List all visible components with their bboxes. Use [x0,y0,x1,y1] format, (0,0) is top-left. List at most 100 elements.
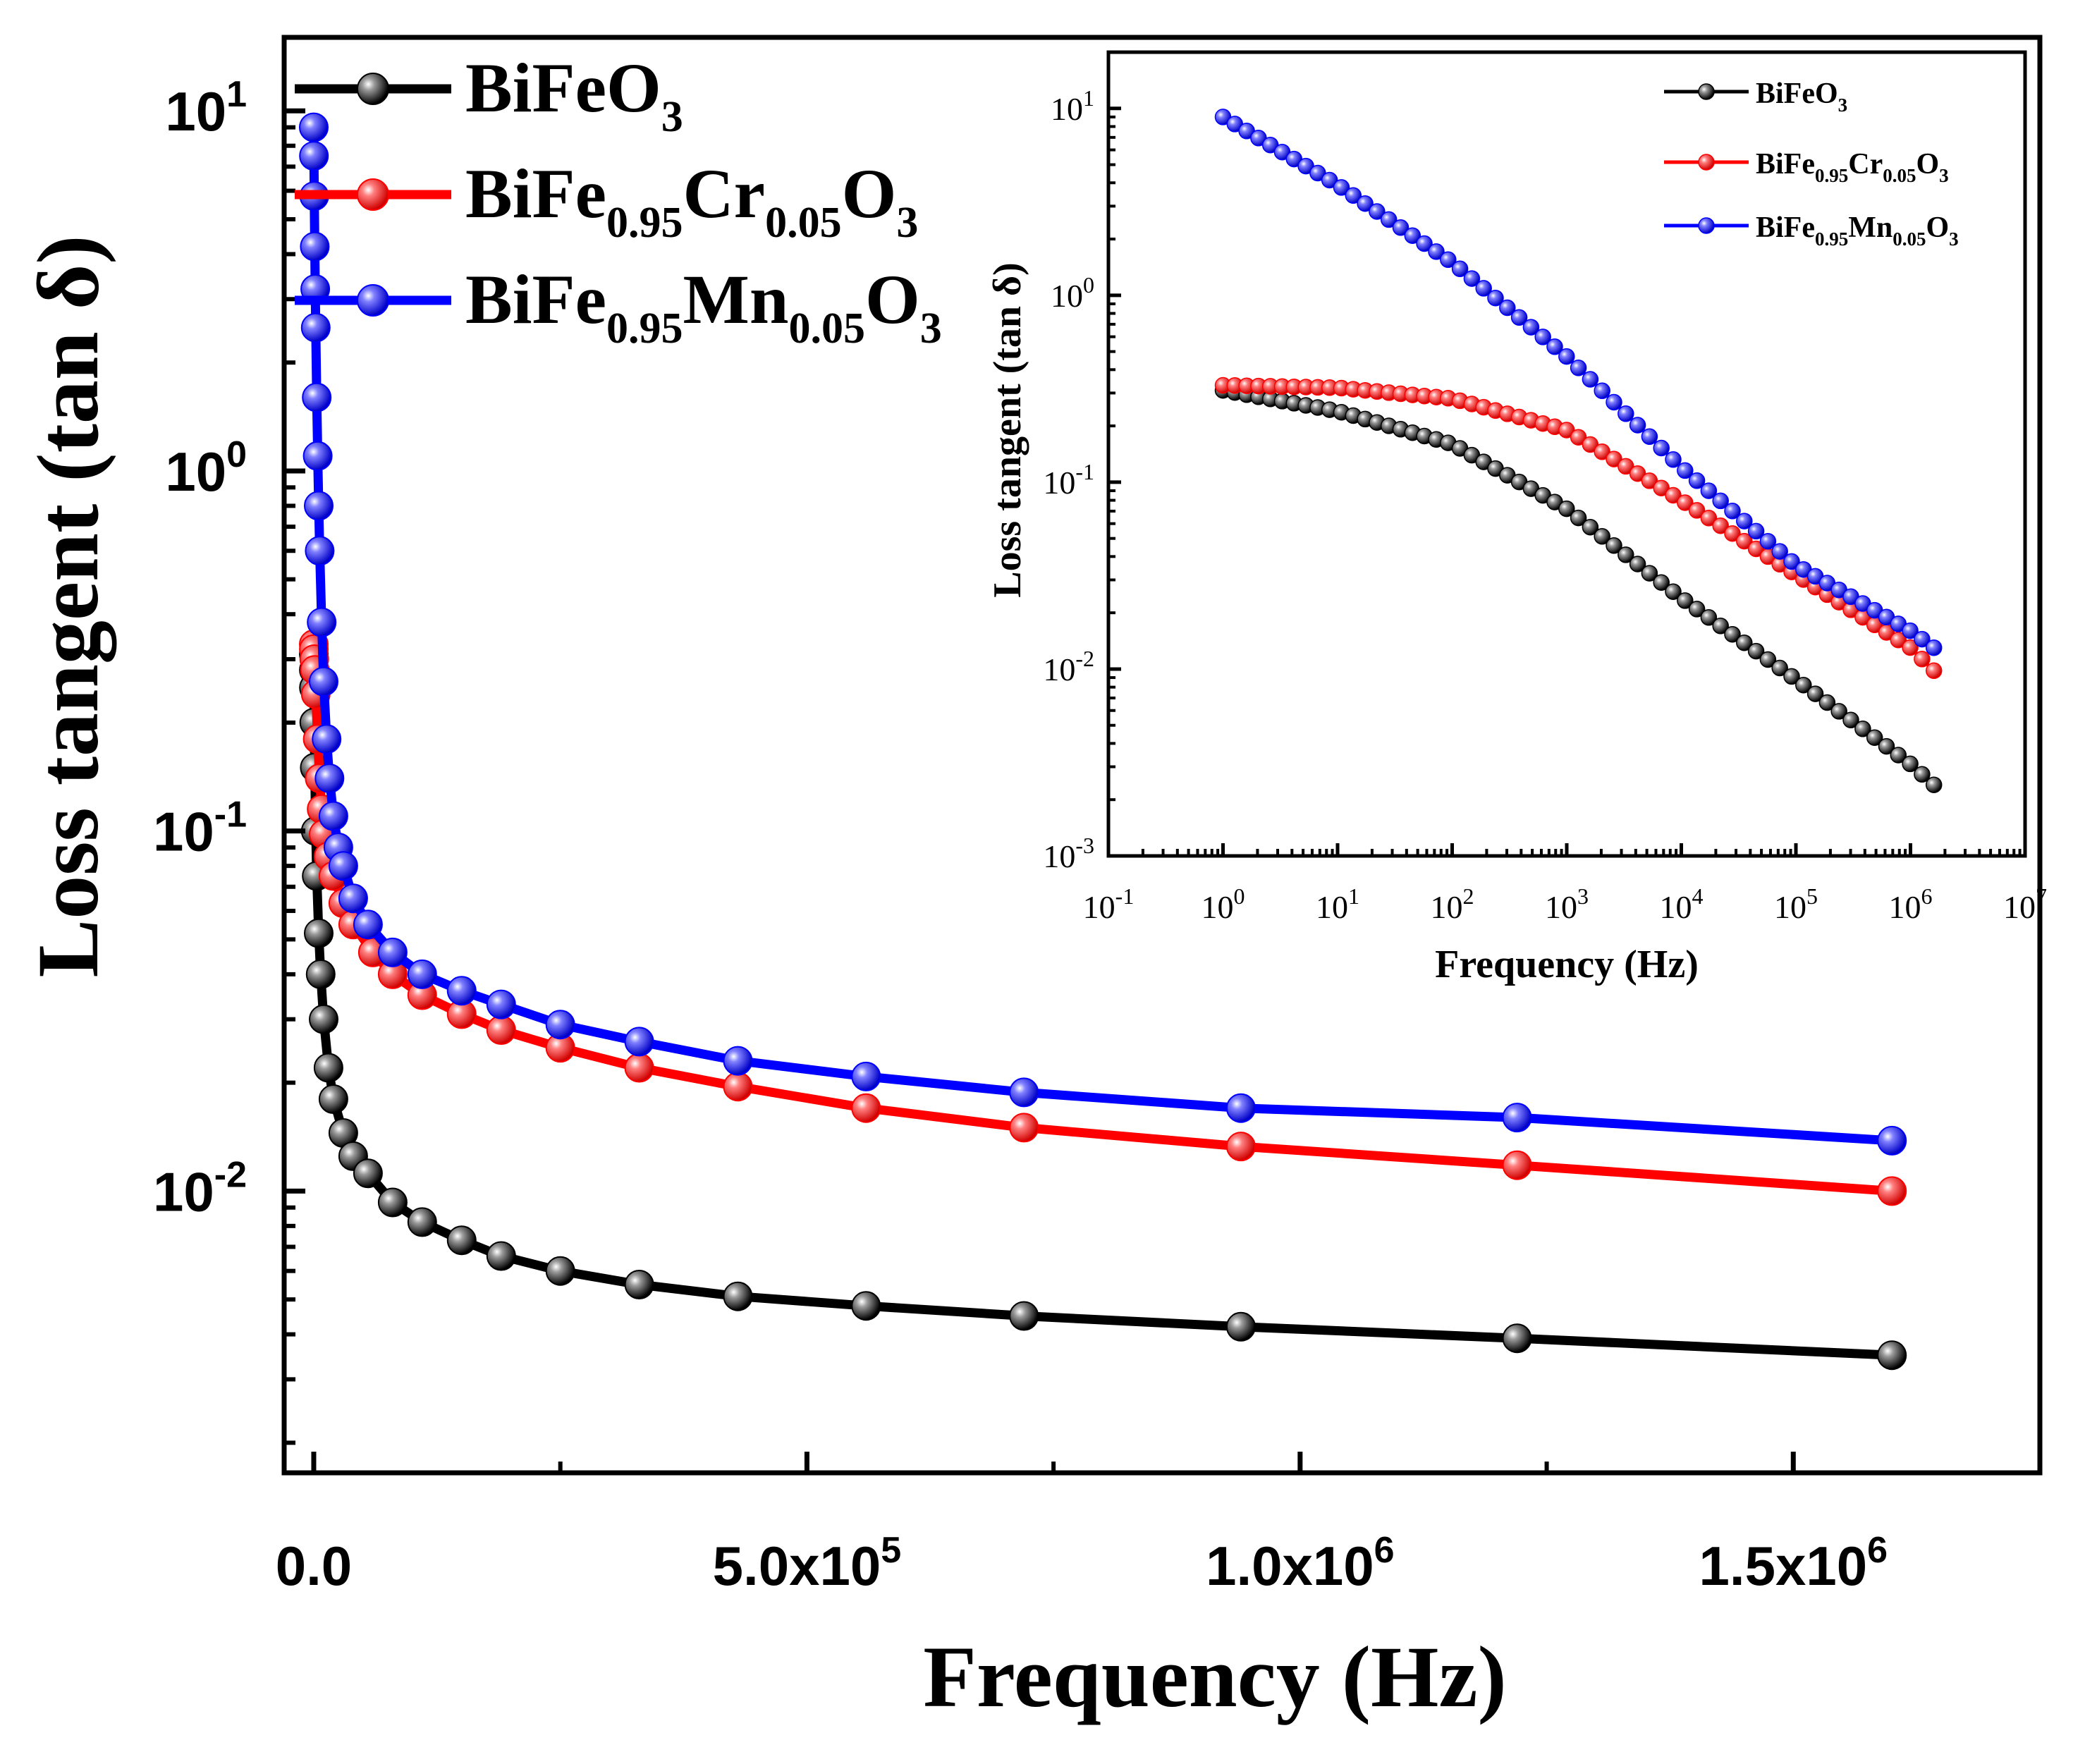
inset-marker-BiFeO3 [1914,766,1931,783]
inset-marker-BiFe095Mn005O3 [1558,348,1575,365]
inset-marker-BiFeO3 [1688,601,1706,618]
inset-x-tick-label: 105 [1774,883,1818,925]
main-x-tick-label: 0.0 [276,1535,352,1597]
inset-marker-BiFe095Mn005O3 [1653,439,1670,457]
main-marker-BiFeO3 [486,1241,516,1271]
inset-marker-BiFe095Cr005O3 [1700,510,1718,527]
main-series-group [299,112,1907,1371]
inset-marker-BiFe095Mn005O3 [1451,260,1469,278]
main-marker-BiFe095Mn005O3 [314,764,345,793]
inset-background [1108,52,2025,856]
inset-marker-BiFe095Mn005O3 [1510,309,1528,326]
inset-marker-BiFeO3 [1618,546,1634,563]
inset-marker-BiFe095Mn005O3 [1463,270,1481,287]
main-marker-BiFeO3 [446,1225,477,1256]
inset-marker-BiFe095Cr005O3 [1570,429,1587,446]
inset-marker-BiFe095Cr005O3 [1724,525,1741,542]
inset-marker-BiFeO3 [1641,565,1658,582]
main-marker-BiFeO3 [377,1187,408,1218]
inset-marker-BiFe095Cr005O3 [1890,631,1907,649]
inset-marker-BiFe095Mn005O3 [1712,492,1729,510]
main-marker-BiFe095Mn005O3 [446,976,477,1006]
main-marker-BiFe095Cr005O3 [1225,1132,1256,1162]
inset-marker-BiFeO3 [1771,659,1788,677]
inset-marker-BiFe095Mn005O3 [1641,428,1658,446]
main-y-axis-title: Loss tangent (tan δ) [20,235,117,978]
inset-marker-BiFe095Mn005O3 [1582,371,1599,388]
inset-marker-BiFe095Mn005O3 [1570,360,1587,376]
inset-marker-BiFeO3 [1759,651,1777,668]
inset-marker-BiFe095Cr005O3 [1747,540,1765,558]
inset-legend: BiFeO3 BiFe0.95Cr0.05O3 BiFe0.95Mn0.05O3 [1664,78,1959,250]
main-marker-BiFeO3 [1502,1323,1532,1354]
inset-x-tick-label: 102 [1431,883,1474,925]
inset-marker-BiFeO3 [1795,676,1812,694]
main-marker-BiFe095Cr005O3 [624,1053,654,1083]
main-marker-BiFe095Mn005O3 [300,231,330,262]
inset-marker-BiFe095Mn005O3 [1771,543,1788,560]
main-marker-BiFe095Cr005O3 [1877,1176,1907,1206]
main-marker-BiFe095Mn005O3 [305,536,335,566]
inset-marker-BiFeO3 [1677,592,1694,609]
inset-marker-BiFe095Mn005O3 [1440,251,1457,269]
main-marker-BiFeO3 [1225,1311,1256,1342]
main-marker-BiFeO3 [353,1158,383,1189]
inset-marker-BiFe095Mn005O3 [1428,243,1445,260]
inset-y-tick-label: 100 [1051,272,1094,314]
main-marker-BiFe095Cr005O3 [1009,1113,1039,1143]
main-marker-BiFe095Mn005O3 [307,607,337,637]
inset-marker-BiFe095Cr005O3 [1712,517,1729,534]
inset-x-tick-label: 103 [1545,883,1589,925]
inset-marker-BiFe095Mn005O3 [1747,522,1765,540]
main-marker-BiFe095Mn005O3 [1877,1125,1907,1156]
main-marker-BiFe095Mn005O3 [723,1046,753,1076]
inset-marker-BiFe095Mn005O3 [1902,622,1919,639]
inset-y-tick-label: 10-2 [1043,646,1094,687]
main-marker-BiFe095Mn005O3 [353,909,383,940]
inset-marker-BiFe095Mn005O3 [1487,289,1504,307]
main-legend-label-BiFe095Cr005O3: BiFe0.95Cr0.05O3 [465,154,918,247]
main-marker-BiFe095Mn005O3 [328,851,358,881]
inset-marker-BiFe095Mn005O3 [1499,299,1516,317]
main-marker-BiFeO3 [1877,1340,1907,1371]
inset-axes: 10-1 100 101 102 103 104 105 106 107 10-3 10-2 10-1… [986,50,2047,986]
inset-marker-BiFe095Mn005O3 [1404,227,1421,244]
main-marker-BiFe095Mn005O3 [407,959,437,989]
inset-marker-BiFeO3 [1890,747,1907,764]
inset-marker-BiFe095Mn005O3 [1925,639,1943,656]
inset-marker-BiFeO3 [1582,518,1599,536]
inset-marker-BiFe095Mn005O3 [1606,393,1622,411]
inset-marker-BiFeO3 [1700,609,1718,626]
inset-y-tick-label: 10-3 [1043,833,1094,874]
main-marker-BiFe095Cr005O3 [1502,1150,1532,1180]
inset-marker-BiFe095Mn005O3 [1546,338,1563,355]
main-marker-BiFeO3 [318,1084,348,1114]
main-marker-BiFe095Mn005O3 [302,441,333,471]
inset-y-tick-label: 10-1 [1043,459,1094,501]
inset-marker-BiFeO3 [1878,737,1895,755]
inset-marker-BiFe095Mn005O3 [1534,329,1551,345]
inset-x-tick-label: 10-1 [1083,883,1135,925]
inset-marker-BiFe095Mn005O3 [1369,203,1386,220]
inset-marker-BiFe095Cr005O3 [1665,486,1682,504]
main-y-tick-label: 10-2 [153,1154,247,1223]
main-marker-BiFeO3 [545,1256,575,1286]
inset-x-axis-title: Frequency (Hz) [1435,943,1699,986]
inset-marker-BiFeO3 [1736,634,1753,651]
inset-marker-BiFeO3 [1570,509,1587,527]
main-marker-BiFe095Mn005O3 [377,937,408,967]
inset-x-tick-label: 104 [1660,883,1704,925]
main-marker-BiFe095Mn005O3 [624,1027,654,1057]
main-legend-marker-BiFeO3 [357,73,389,105]
inset-marker-BiFeO3 [1902,755,1919,773]
main-marker-BiFeO3 [1009,1301,1039,1331]
inset-marker-BiFe095Cr005O3 [1677,494,1694,511]
inset-marker-BiFe095Mn005O3 [1416,235,1433,252]
inset-y-tick-label: 101 [1051,85,1094,127]
main-axes: 0.0 5.0x105 1.0x106 1.5x106 10-2 10-1 100 101 Fr… [20,35,2043,1725]
inset-legend-marker-BiFeO3 [1698,83,1715,100]
inset-marker-BiFeO3 [1806,685,1824,702]
inset-marker-BiFeO3 [1653,574,1670,591]
inset-marker-BiFeO3 [1665,583,1682,600]
inset-marker-BiFe095Cr005O3 [1688,502,1706,519]
